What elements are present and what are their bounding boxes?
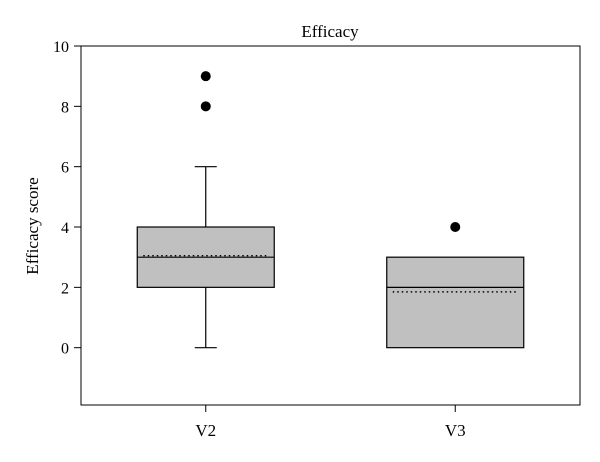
outlier-V3-0 — [450, 222, 461, 233]
boxes-layer — [136, 71, 525, 349]
x-axis: V2 V3 — [195, 405, 466, 440]
y-tick-label-6: 6 — [61, 160, 69, 177]
y-axis: 0 2 4 6 8 10 — [53, 39, 81, 358]
x-tick-label-V2: V2 — [195, 421, 216, 440]
y-tick-label-0: 0 — [61, 341, 69, 358]
y-axis-title: Efficacy score — [23, 177, 42, 274]
box-V3 — [386, 222, 525, 349]
box-V2 — [136, 71, 275, 349]
y-tick-label-10: 10 — [53, 39, 69, 56]
outlier-V2-0 — [200, 101, 211, 112]
y-tick-label-8: 8 — [61, 99, 69, 116]
y-tick-label-2: 2 — [61, 280, 69, 297]
outlier-V2-1 — [200, 71, 211, 82]
plot-frame — [80, 45, 581, 406]
y-tick-label-4: 4 — [61, 220, 69, 237]
x-tick-label-V3: V3 — [445, 421, 466, 440]
box-iqr-V3 — [386, 256, 525, 349]
chart-title: Efficacy — [301, 22, 359, 41]
